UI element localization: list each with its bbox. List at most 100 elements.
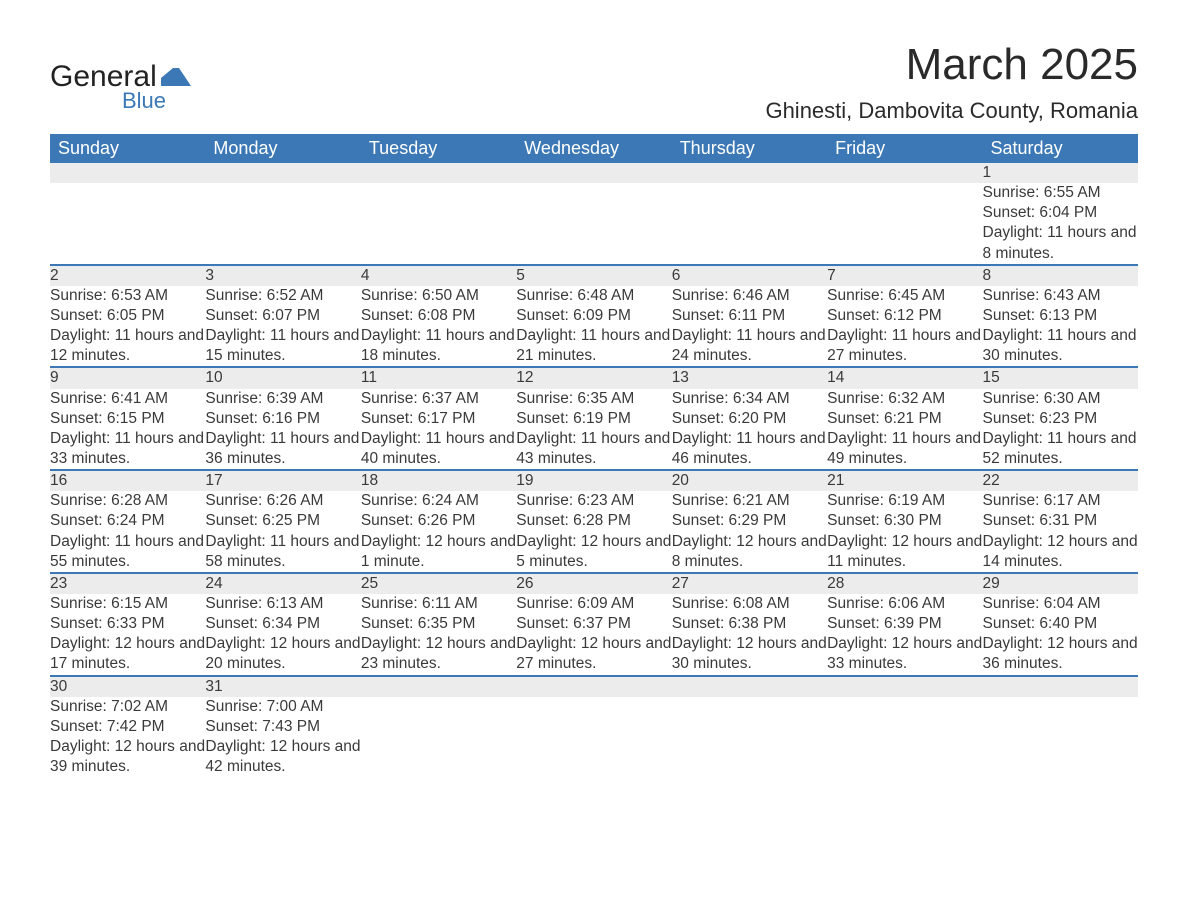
daylight-line: Daylight: 11 hours and 21 minutes. <box>516 327 670 364</box>
day-number-cell: 31 <box>205 676 360 697</box>
detail-row: Sunrise: 6:28 AMSunset: 6:24 PMDaylight:… <box>50 491 1138 573</box>
sunrise-line: Sunrise: 6:48 AM <box>516 287 634 304</box>
calendar-table: Sunday Monday Tuesday Wednesday Thursday… <box>50 134 1138 777</box>
day-detail-cell: Sunrise: 6:32 AMSunset: 6:21 PMDaylight:… <box>827 389 982 471</box>
daylight-line: Daylight: 12 hours and 39 minutes. <box>50 738 205 775</box>
sunrise-line: Sunrise: 6:23 AM <box>516 492 634 509</box>
daylight-line: Daylight: 12 hours and 14 minutes. <box>983 533 1138 570</box>
day-detail-cell: Sunrise: 6:15 AMSunset: 6:33 PMDaylight:… <box>50 594 205 676</box>
sunset-line: Sunset: 7:43 PM <box>205 718 320 735</box>
sunset-line: Sunset: 6:21 PM <box>827 410 942 427</box>
sunrise-line: Sunrise: 7:02 AM <box>50 698 168 715</box>
day-number-cell <box>827 676 982 697</box>
daylight-line: Daylight: 11 hours and 40 minutes. <box>361 430 515 467</box>
day-detail-cell: Sunrise: 6:45 AMSunset: 6:12 PMDaylight:… <box>827 286 982 368</box>
location: Ghinesti, Dambovita County, Romania <box>765 98 1138 124</box>
day-number-cell <box>205 163 360 183</box>
day-detail-cell: Sunrise: 6:35 AMSunset: 6:19 PMDaylight:… <box>516 389 671 471</box>
day-header-row: Sunday Monday Tuesday Wednesday Thursday… <box>50 134 1138 163</box>
day-number-cell <box>827 163 982 183</box>
sunrise-line: Sunrise: 6:37 AM <box>361 390 479 407</box>
sunrise-line: Sunrise: 6:50 AM <box>361 287 479 304</box>
day-detail-cell: Sunrise: 6:34 AMSunset: 6:20 PMDaylight:… <box>672 389 827 471</box>
day-detail-cell: Sunrise: 6:41 AMSunset: 6:15 PMDaylight:… <box>50 389 205 471</box>
header: General Blue March 2025 Ghinesti, Dambov… <box>50 40 1138 124</box>
daynum-row: 9101112131415 <box>50 367 1138 388</box>
sunset-line: Sunset: 6:24 PM <box>50 512 165 529</box>
day-detail-cell: Sunrise: 6:50 AM Sunset: 6:08 PM Daylight:… <box>361 286 516 368</box>
day-detail-cell: Sunrise: 6:55 AMSunset: 6:04 PMDaylight:… <box>983 183 1138 265</box>
day-detail-cell: Sunrise: 7:00 AMSunset: 7:43 PMDaylight:… <box>205 697 360 778</box>
daynum-row: 1 <box>50 163 1138 183</box>
daylight-line: Daylight: 12 hours and 27 minutes. <box>516 635 671 672</box>
day-number-cell: 13 <box>672 367 827 388</box>
daylight-line: Daylight: 11 hours and 55 minutes. <box>50 533 204 570</box>
day-number-cell: 20 <box>672 470 827 491</box>
day-header: Sunday <box>50 134 205 163</box>
sunrise-line: Sunrise: 6:52 AM <box>205 287 323 304</box>
day-header: Monday <box>205 134 360 163</box>
sunrise-line: Sunrise: 6:30 AM <box>983 390 1101 407</box>
sunset-line: Sunset: 6:29 PM <box>672 512 787 529</box>
sunrise-line: Sunrise: 6:24 AM <box>361 492 479 509</box>
daylight-line: Daylight: 11 hours and 49 minutes. <box>827 430 981 467</box>
day-detail-cell: Sunrise: 6:46 AMSunset: 6:11 PMDaylight:… <box>672 286 827 368</box>
sunset-line: Sunset: 6:11 PM <box>672 307 785 324</box>
sunrise-line: Sunrise: 6:34 AM <box>672 390 790 407</box>
daylight-line: Daylight: 11 hours and 24 minutes. <box>672 327 826 364</box>
daylight-line: Daylight: 11 hours and 8 minutes. <box>983 224 1137 261</box>
day-number-cell <box>672 676 827 697</box>
day-detail-cell: Sunrise: 6:23 AMSunset: 6:28 PMDaylight:… <box>516 491 671 573</box>
day-detail-cell: Sunrise: 6:52 AMSunset: 6:07 PMDaylight:… <box>205 286 360 368</box>
daynum-row: 16171819202122 <box>50 470 1138 491</box>
day-number-cell: 7 <box>827 265 982 286</box>
day-number-cell: 21 <box>827 470 982 491</box>
sunrise-line: Sunrise: 6:39 AM <box>205 390 323 407</box>
detail-row: Sunrise: 6:41 AMSunset: 6:15 PMDaylight:… <box>50 389 1138 471</box>
day-number-cell <box>50 163 205 183</box>
sunrise-line: Sunrise: 6:19 AM <box>827 492 945 509</box>
day-number-cell: 11 <box>361 367 516 388</box>
day-number-cell: 10 <box>205 367 360 388</box>
sunset-line: Sunset: 6:37 PM <box>516 615 631 632</box>
daylight-line: Daylight: 12 hours and 17 minutes. <box>50 635 205 672</box>
sunset-line: Sunset: 6:25 PM <box>205 512 320 529</box>
daylight-line: Daylight: 12 hours and 5 minutes. <box>516 533 671 570</box>
sunset-line: Sunset: 6:35 PM <box>361 615 476 632</box>
day-detail-cell: Sunrise: 6:53 AMSunset: 6:05 PMDaylight:… <box>50 286 205 368</box>
daylight-line: Daylight: 12 hours and 8 minutes. <box>672 533 827 570</box>
calendar-body: 1Sunrise: 6:55 AMSunset: 6:04 PMDaylight… <box>50 163 1138 777</box>
sunset-line: Sunset: 6:08 PM <box>361 307 476 324</box>
day-number-cell: 4 <box>361 265 516 286</box>
daynum-row: 23242526272829 <box>50 573 1138 594</box>
daylight-line: Daylight: 11 hours and 15 minutes. <box>205 327 359 364</box>
day-number-cell: 28 <box>827 573 982 594</box>
day-detail-cell <box>361 183 516 265</box>
day-number-cell: 3 <box>205 265 360 286</box>
logo: General Blue <box>50 60 191 114</box>
sunrise-line: Sunrise: 6:35 AM <box>516 390 634 407</box>
day-detail-cell <box>205 183 360 265</box>
day-detail-cell: Sunrise: 7:02 AMSunset: 7:42 PMDaylight:… <box>50 697 205 778</box>
day-number-cell: 23 <box>50 573 205 594</box>
flag-icon <box>161 64 191 91</box>
detail-row: Sunrise: 6:53 AMSunset: 6:05 PMDaylight:… <box>50 286 1138 368</box>
sunset-line: Sunset: 6:34 PM <box>205 615 320 632</box>
sunrise-line: Sunrise: 6:41 AM <box>50 390 168 407</box>
day-detail-cell <box>827 697 982 778</box>
month-title: March 2025 <box>765 40 1138 90</box>
daylight-line: Daylight: 11 hours and 58 minutes. <box>205 533 359 570</box>
day-detail-cell <box>516 697 671 778</box>
daylight-line: Daylight: 12 hours and 30 minutes. <box>672 635 827 672</box>
sunrise-line: Sunrise: 6:45 AM <box>827 287 945 304</box>
daylight-line: Daylight: 11 hours and 30 minutes. <box>983 327 1137 364</box>
day-detail-cell: Sunrise: 6:17 AMSunset: 6:31 PMDaylight:… <box>983 491 1138 573</box>
sunrise-line: Sunrise: 6:55 AM <box>983 184 1101 201</box>
daylight-line: Daylight: 12 hours and 11 minutes. <box>827 533 982 570</box>
sunrise-line: Sunrise: 6:53 AM <box>50 287 168 304</box>
day-number-cell: 8 <box>983 265 1138 286</box>
daylight-line: Daylight: 11 hours and 18 minutes. <box>361 327 515 364</box>
day-detail-cell <box>672 697 827 778</box>
daylight-line: Daylight: 12 hours and 23 minutes. <box>361 635 516 672</box>
sunrise-line: Sunrise: 6:06 AM <box>827 595 945 612</box>
